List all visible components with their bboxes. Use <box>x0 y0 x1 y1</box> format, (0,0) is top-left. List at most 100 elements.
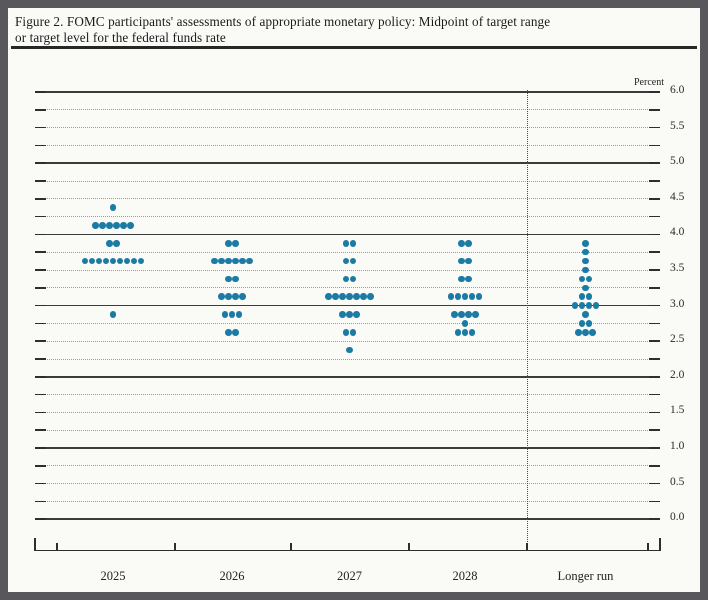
projection-dot <box>578 293 586 300</box>
figure-title-line1: Figure 2. FOMC participants' assessments… <box>15 14 551 29</box>
projection-dot <box>578 275 586 283</box>
projection-dot <box>246 257 253 265</box>
gridline-end-tick-right <box>649 518 660 520</box>
projection-dot <box>353 311 360 318</box>
projection-dot <box>232 275 239 283</box>
projection-dot <box>582 248 589 256</box>
gridline-dotted <box>35 429 660 431</box>
gridline-end-tick-right <box>649 109 660 111</box>
projection-dot <box>346 293 353 300</box>
gridline-end-tick-left <box>35 109 46 111</box>
projection-dot <box>339 293 346 300</box>
gridline-dotted <box>35 251 660 253</box>
projection-dot <box>582 311 589 318</box>
projection-dot <box>235 311 243 318</box>
gridline-end-tick-right <box>649 411 660 414</box>
y-axis-label: 4.0 <box>670 226 685 239</box>
projection-dot <box>232 329 239 336</box>
gridline-end-tick-right <box>649 180 660 182</box>
gridline-end-tick-left <box>35 465 46 467</box>
gridline-end-tick-left <box>35 215 46 218</box>
x-axis-tick <box>659 537 661 551</box>
gridline-dotted <box>35 411 660 413</box>
x-axis-tick <box>56 542 58 551</box>
projection-dot <box>325 293 332 300</box>
gridline-solid <box>35 447 660 449</box>
projection-dot <box>342 240 350 247</box>
gridline-end-tick-left <box>35 91 46 93</box>
gridline-end-tick-left <box>35 322 46 325</box>
y-axis-label: 0.5 <box>670 475 685 488</box>
projection-dot <box>468 329 476 336</box>
x-axis-tick <box>526 542 528 551</box>
gridline-end-tick-left <box>35 500 46 503</box>
projection-dot <box>225 329 232 336</box>
figure-page: Figure 2. FOMC participants' assessments… <box>8 8 700 592</box>
projection-dot <box>137 257 145 265</box>
gridline-dotted <box>35 358 660 360</box>
gridline-end-tick-left <box>35 233 46 236</box>
gridline-solid <box>35 304 660 307</box>
title-divider <box>11 46 697 49</box>
projection-dot <box>232 257 239 265</box>
projection-dot <box>130 257 138 265</box>
projection-dot <box>589 329 596 336</box>
y-axis-label: 2.5 <box>670 333 685 346</box>
projection-dot <box>225 257 232 265</box>
gridline-dotted <box>35 269 660 271</box>
gridline-dotted <box>35 287 660 289</box>
projection-dot <box>342 275 350 283</box>
projection-dot <box>211 257 218 265</box>
y-axis-label: 2.0 <box>670 368 685 381</box>
longer-run-separator <box>526 90 528 550</box>
projection-dot <box>113 240 120 247</box>
gridline-end-tick-left <box>35 518 46 520</box>
gridline-end-tick-right <box>649 144 660 147</box>
gridline-end-tick-right <box>649 340 660 342</box>
projection-dot <box>465 240 472 247</box>
projection-dot <box>582 266 589 274</box>
gridline-end-tick-left <box>35 180 46 182</box>
y-axis-unit-label: Percent <box>634 77 664 88</box>
projection-dot <box>582 329 589 336</box>
x-axis-tick <box>34 537 36 551</box>
gridline-dotted <box>35 465 660 467</box>
gridline-end-tick-left <box>35 269 46 271</box>
projection-dot <box>585 320 593 327</box>
gridline-end-tick-right <box>649 376 660 378</box>
projection-dot <box>81 257 89 265</box>
y-axis-label: 3.0 <box>670 297 685 310</box>
y-axis-label: 5.5 <box>670 119 685 132</box>
gridline-end-tick-right <box>649 322 660 325</box>
projection-dot <box>592 302 600 309</box>
gridline-solid <box>35 91 660 93</box>
projection-dot <box>218 257 225 265</box>
gridline-dotted <box>35 216 660 218</box>
projection-dot <box>109 257 117 265</box>
gridline-end-tick-right <box>649 447 660 449</box>
x-axis-line <box>35 549 660 551</box>
gridline-dotted <box>35 127 660 129</box>
gridline-solid <box>35 376 660 378</box>
projection-dot <box>360 293 367 300</box>
gridline-end-tick-left <box>35 198 46 200</box>
gridline-end-tick-left <box>35 162 46 164</box>
projection-dot <box>127 222 134 229</box>
projection-dot <box>454 293 462 300</box>
projection-dot <box>228 311 236 318</box>
gridline-end-tick-left <box>35 447 46 449</box>
gridline-end-tick-right <box>649 304 660 307</box>
projection-dot <box>585 275 593 283</box>
projection-dot <box>458 311 465 318</box>
gridline-end-tick-right <box>649 233 660 236</box>
gridline-end-tick-left <box>35 429 46 431</box>
projection-dot <box>461 329 469 336</box>
x-axis-category-label: 2026 <box>219 569 245 583</box>
gridline-solid <box>35 518 660 520</box>
gridline-end-tick-right <box>649 91 660 93</box>
gridline-end-tick-left <box>35 304 46 307</box>
projection-dot <box>465 311 472 318</box>
projection-dot <box>225 275 232 283</box>
projection-dot <box>88 257 96 265</box>
